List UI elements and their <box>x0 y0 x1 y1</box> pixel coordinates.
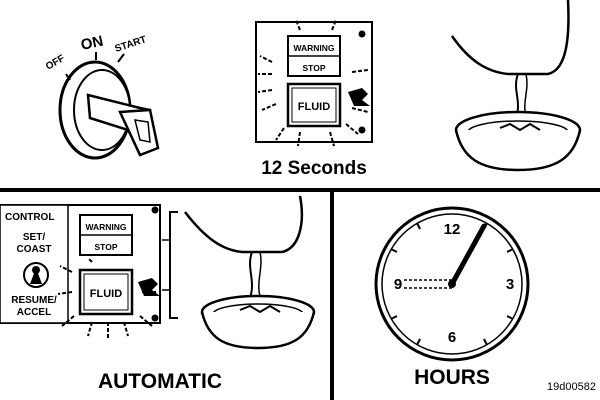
screw-icon <box>151 314 159 322</box>
clock-dashed-hand <box>404 279 452 289</box>
coast-label: COAST <box>17 244 52 255</box>
fluid-drain-illustration-top <box>450 0 582 172</box>
screw-icon <box>358 30 366 38</box>
warning-label: WARNING <box>85 222 126 232</box>
clock-numeral-12: 12 <box>444 221 461 238</box>
flash-rays-icon <box>257 19 369 147</box>
warning-label: WARNING <box>293 43 334 53</box>
ignition-start-label: START <box>114 34 148 55</box>
ignition-switch-illustration: OFF ON START <box>44 33 160 160</box>
bottom-left-caption: AUTOMATIC <box>98 370 222 393</box>
control-panel-bottom: CONTROL SET/ COAST RESUME/ ACCEL WARNING… <box>0 204 222 393</box>
clock-illustration: 12 3 6 9 HOURS <box>374 206 530 389</box>
top-caption: 12 Seconds <box>261 158 367 179</box>
screw-icon <box>358 126 366 134</box>
fluid-label: FLUID <box>90 288 122 300</box>
fluid-drain-illustration-bottom <box>184 195 316 350</box>
hand-pointer-icon <box>348 88 370 106</box>
screw-icon <box>151 206 159 214</box>
control-label: CONTROL <box>5 212 54 223</box>
ignition-off-label: OFF <box>44 53 67 73</box>
hand-pointer-icon <box>138 278 160 296</box>
transmission-housing <box>184 195 304 254</box>
stop-label: STOP <box>303 63 326 73</box>
warning-panel-top: WARNING STOP FLUID 12 Seconds <box>255 19 373 179</box>
bracket <box>169 211 178 319</box>
fluid-label: FLUID <box>298 101 330 113</box>
transmission-housing <box>450 0 570 76</box>
clock-numeral-3: 3 <box>506 276 514 293</box>
clock-center <box>448 280 456 288</box>
clock-numeral-6: 6 <box>448 329 456 346</box>
fluid-lamp <box>286 82 342 128</box>
clock-hour-hand <box>449 223 487 287</box>
clock-numeral-9: 9 <box>394 276 402 293</box>
figure-id: 19d00582 <box>547 381 596 393</box>
set-label: SET/ <box>23 232 45 243</box>
fluid-lamp <box>78 268 134 316</box>
resume-label: RESUME/ <box>11 295 57 306</box>
accel-label: ACCEL <box>17 307 51 318</box>
bottom-right-caption: HOURS <box>414 366 490 389</box>
stop-label: STOP <box>95 242 118 252</box>
ignition-on-label: ON <box>79 33 105 54</box>
